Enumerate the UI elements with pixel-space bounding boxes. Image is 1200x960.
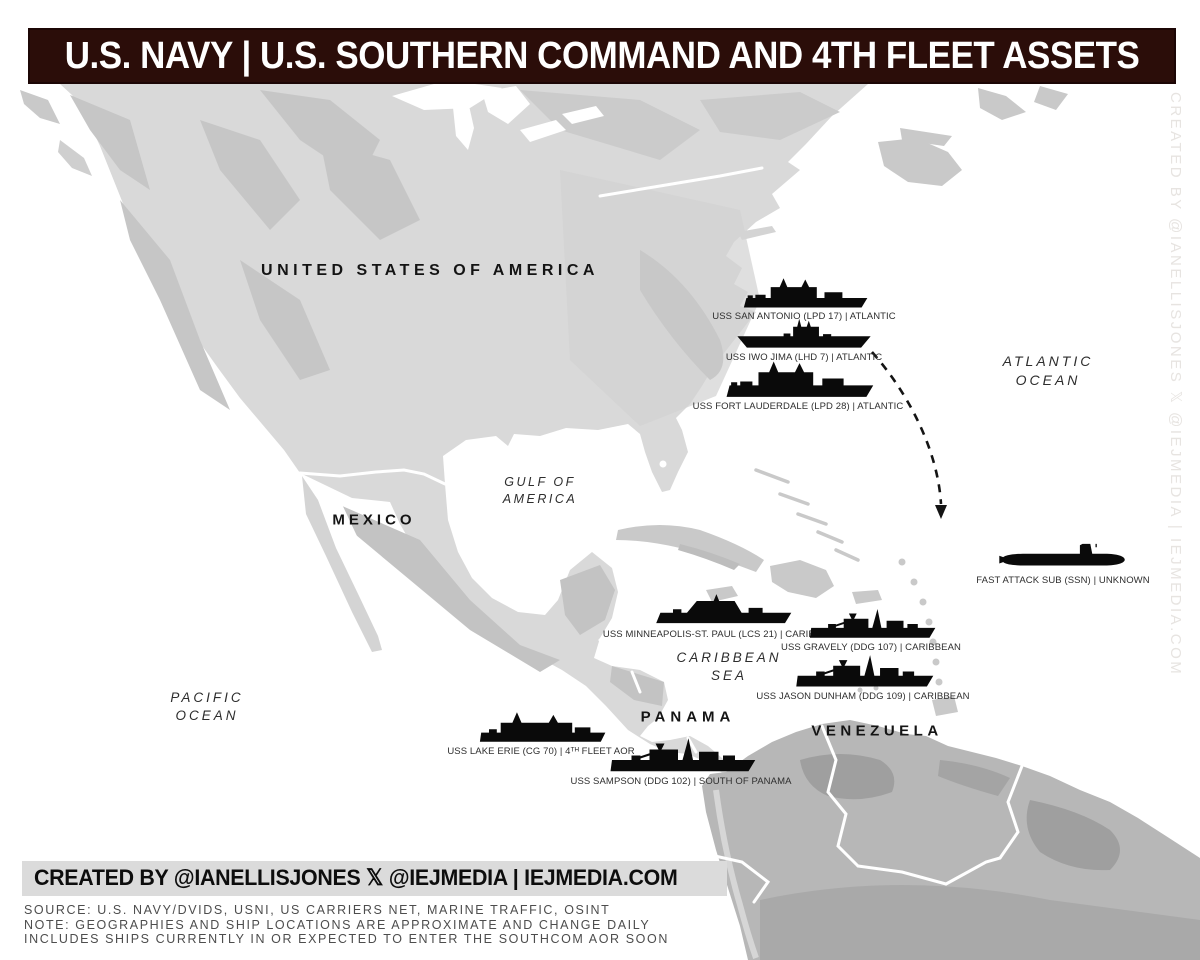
geo-label-panama: PANAMA (641, 709, 736, 726)
ship-marker-uss-minneapolis-st-paul: USS MINNEAPOLIS-ST. PAUL (LCS 21) | CARI… (603, 592, 841, 640)
ship-silhouette-lcs-icon (656, 594, 792, 624)
country-borders (298, 166, 764, 754)
geo-label-united-states: UNITED STATES OF AMERICA (261, 262, 599, 280)
ship-silhouette-ddg-icon (610, 738, 756, 772)
ship-silhouette-ssn-icon (999, 543, 1125, 566)
ship-marker-uss-fort-lauderdale: USS FORT LAUDERDALE (LPD 28) | ATLANTIC (693, 360, 903, 412)
ship-label: USS JASON DUNHAM (DDG 109) | CARIBBEAN (756, 691, 970, 702)
northeast-islands (738, 86, 1068, 240)
footnotes: SOURCE: U.S. NAVY/DVIDS, USNI, US CARRIE… (24, 903, 669, 947)
gulf-of-california (324, 500, 398, 630)
ship-marker-uss-gravely: USS GRAVELY (DDG 107) | CARIBBEAN (781, 607, 961, 653)
ship-label: USS SAN ANTONIO (LPD 17) | ATLANTIC (712, 311, 896, 322)
footnote-includes: INCLUDES SHIPS CURRENTLY IN OR EXPECTED … (24, 932, 669, 946)
ship-marker-fast-attack-sub: FAST ATTACK SUB (SSN) | UNKNOWN (976, 540, 1150, 586)
geo-label-line: OCEAN (175, 708, 239, 723)
great-lakes (392, 80, 604, 150)
ship-label: USS FORT LAUDERDALE (LPD 28) | ATLANTIC (692, 401, 904, 412)
title-banner: U.S. NAVY | U.S. SOUTHERN COMMAND AND 4T… (28, 28, 1176, 84)
title-text: U.S. NAVY | U.S. SOUTHERN COMMAND AND 4T… (64, 34, 1140, 77)
ship-silhouette-ddg-icon (809, 608, 936, 638)
ship-marker-uss-iwo-jima: USS IWO JIMA (LHD 7) | ATLANTIC (726, 316, 882, 363)
ship-label: FAST ATTACK SUB (SSN) | UNKNOWN (976, 575, 1150, 586)
ship-label: USS SAMPSON (DDG 102) | SOUTH OF PANAMA (570, 776, 792, 787)
geo-label-line: GULF OF (504, 475, 576, 490)
credit-banner: CREATED BY @IANELLISJONES 𝕏 @IEJMEDIA | … (22, 861, 728, 896)
ship-label: USS GRAVELY (DDG 107) | CARIBBEAN (781, 642, 961, 653)
footnote-note: NOTE: GEOGRAPHIES AND SHIP LOCATIONS ARE… (24, 917, 651, 932)
geo-label-gulf-of-america: GULF OF AMERICA (503, 474, 577, 508)
baja-california (302, 476, 382, 652)
caribbean-islands (616, 525, 958, 716)
geo-label-pacific-ocean: PACIFIC OCEAN (170, 689, 243, 725)
geo-label-line: SEA (710, 668, 747, 683)
ship-silhouette-lhd-icon (737, 318, 871, 348)
south-america-shading (760, 754, 1200, 960)
geo-label-line: PANAMA (640, 708, 736, 726)
bahamas (754, 468, 860, 562)
geo-label-line: ATLANTIC (1002, 353, 1094, 370)
geo-label-atlantic-ocean: ATLANTIC OCEAN (1003, 352, 1094, 390)
vertical-watermark: CREATED BY @IANELLISJONES 𝕏 @IEJMEDIA | … (1167, 92, 1184, 677)
terrain-shading (20, 90, 840, 706)
south-america-borders (704, 724, 1024, 904)
ship-label: USS LAKE ERIE (CG 70) | 4ᵀᴴ FLEET AOR (447, 746, 635, 757)
ship-marker-uss-lake-erie: USS LAKE ERIE (CG 70) | 4ᵀᴴ FLEET AOR (447, 711, 635, 757)
andes-highlight (713, 789, 759, 959)
ship-marker-uss-sampson: USS SAMPSON (DDG 102) | SOUTH OF PANAMA (570, 736, 791, 787)
ship-silhouette-lpd-icon (726, 361, 874, 397)
geo-label-mexico: MEXICO (332, 512, 415, 529)
geo-label-line: MEXICO (332, 511, 416, 529)
credit-text: CREATED BY @IANELLISJONES 𝕏 @IEJMEDIA | … (34, 865, 678, 890)
ship-label: USS IWO JIMA (LHD 7) | ATLANTIC (725, 352, 883, 363)
geo-label-caribbean-sea: CARIBBEAN SEA (676, 649, 781, 685)
geo-label-line: AMERICA (502, 492, 578, 506)
geo-label-line: VENEZUELA (811, 722, 943, 740)
ship-marker-uss-jason-dunham: USS JASON DUNHAM (DDG 109) | CARIBBEAN (756, 653, 970, 702)
ship-silhouette-lpd-icon (743, 278, 868, 308)
geo-label-line: CARIBBEAN (676, 649, 782, 665)
geo-label-line: PACIFIC (170, 689, 244, 705)
ship-silhouette-ddg-icon (796, 655, 934, 687)
ship-marker-uss-san-antonio: USS SAN ANTONIO (LPD 17) | ATLANTIC (712, 277, 896, 322)
footnote-source: SOURCE: U.S. NAVY/DVIDS, USNI, US CARRIE… (24, 903, 611, 917)
lake-okeechobee (659, 460, 667, 468)
geo-label-line: UNITED STATES OF AMERICA (261, 262, 599, 279)
ship-silhouette-cg-icon (479, 712, 606, 742)
ship-label: USS MINNEAPOLIS-ST. PAUL (LCS 21) | CARI… (602, 629, 842, 640)
geo-label-line: OCEAN (1015, 372, 1081, 388)
geo-label-venezuela: VENEZUELA (811, 723, 942, 740)
